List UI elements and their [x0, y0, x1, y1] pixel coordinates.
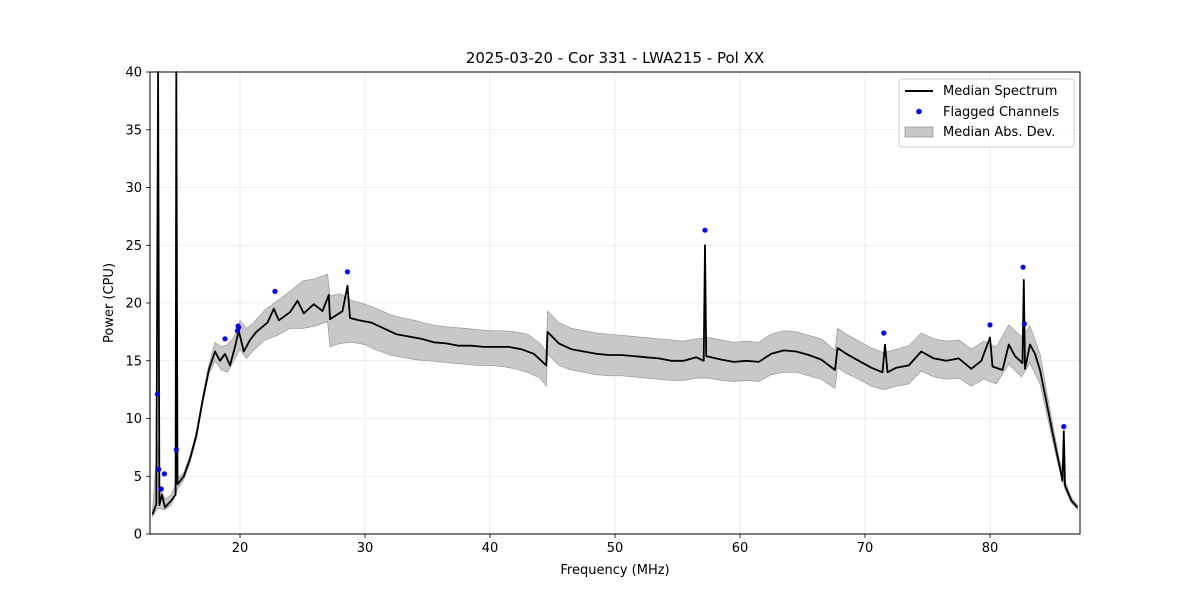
- x-tick-label: 30: [357, 541, 374, 556]
- flagged-channel-point: [222, 336, 228, 342]
- flagged-channel-point: [272, 288, 278, 294]
- legend-box: [898, 78, 1075, 148]
- flagged-channel-point: [1021, 321, 1027, 327]
- flagged-channel-point: [161, 471, 167, 477]
- legend-median-label: Median Spectrum: [943, 84, 1057, 99]
- legend: Median Spectrum Flagged Channels Median …: [898, 78, 1075, 148]
- y-tick-label: 25: [125, 239, 142, 254]
- legend-flagged-label: Flagged Channels: [943, 105, 1059, 120]
- flagged-channel-point: [158, 486, 164, 492]
- flagged-channel-point: [236, 324, 242, 330]
- x-axis-ticks: 20 30 40 50 60 70 80: [232, 534, 999, 556]
- flagged-channel-point: [154, 391, 161, 397]
- flagged-channel-point: [881, 330, 887, 336]
- mad-band-layer: [152, 273, 1078, 518]
- y-tick-label: 35: [125, 123, 142, 138]
- legend-flagged-swatch: [916, 108, 922, 115]
- y-axis-label: Power (CPU): [102, 263, 117, 343]
- median-spectrum-layer: [151, 71, 1079, 515]
- y-axis-ticks: 0 5 10 15 20 25 30 35 40: [125, 66, 150, 543]
- x-tick-label: 40: [482, 541, 499, 556]
- flagged-channel-point: [173, 447, 179, 453]
- flagged-channel-point: [344, 269, 351, 275]
- x-axis-label: Frequency (MHz): [560, 563, 669, 578]
- legend-mad-label: Median Abs. Dev.: [943, 125, 1055, 140]
- y-tick-label: 5: [134, 470, 142, 485]
- chart-title: 2025-03-20 - Cor 331 - LWA215 - Pol XX: [466, 49, 764, 67]
- x-tick-label: 50: [607, 541, 624, 556]
- flagged-channel-point: [702, 227, 708, 233]
- y-tick-label: 15: [125, 354, 142, 369]
- median-spectrum-line: [151, 71, 1079, 515]
- x-tick-label: 20: [232, 541, 249, 556]
- legend-mad-swatch: [904, 126, 934, 138]
- mad-band: [152, 273, 1078, 518]
- x-tick-label: 60: [732, 541, 749, 556]
- flagged-channels-layer: [154, 227, 1067, 492]
- flagged-channel-point: [1020, 264, 1026, 270]
- x-tick-label: 80: [982, 541, 999, 556]
- flagged-channel-point: [987, 322, 993, 328]
- flagged-channel-point: [156, 466, 162, 472]
- y-tick-label: 20: [125, 297, 142, 312]
- flagged-channel-point: [1061, 424, 1067, 430]
- y-tick-label: 30: [125, 181, 142, 196]
- y-tick-label: 40: [125, 66, 142, 81]
- y-tick-label: 0: [134, 528, 142, 543]
- x-tick-label: 70: [857, 541, 874, 556]
- y-tick-label: 10: [125, 412, 142, 427]
